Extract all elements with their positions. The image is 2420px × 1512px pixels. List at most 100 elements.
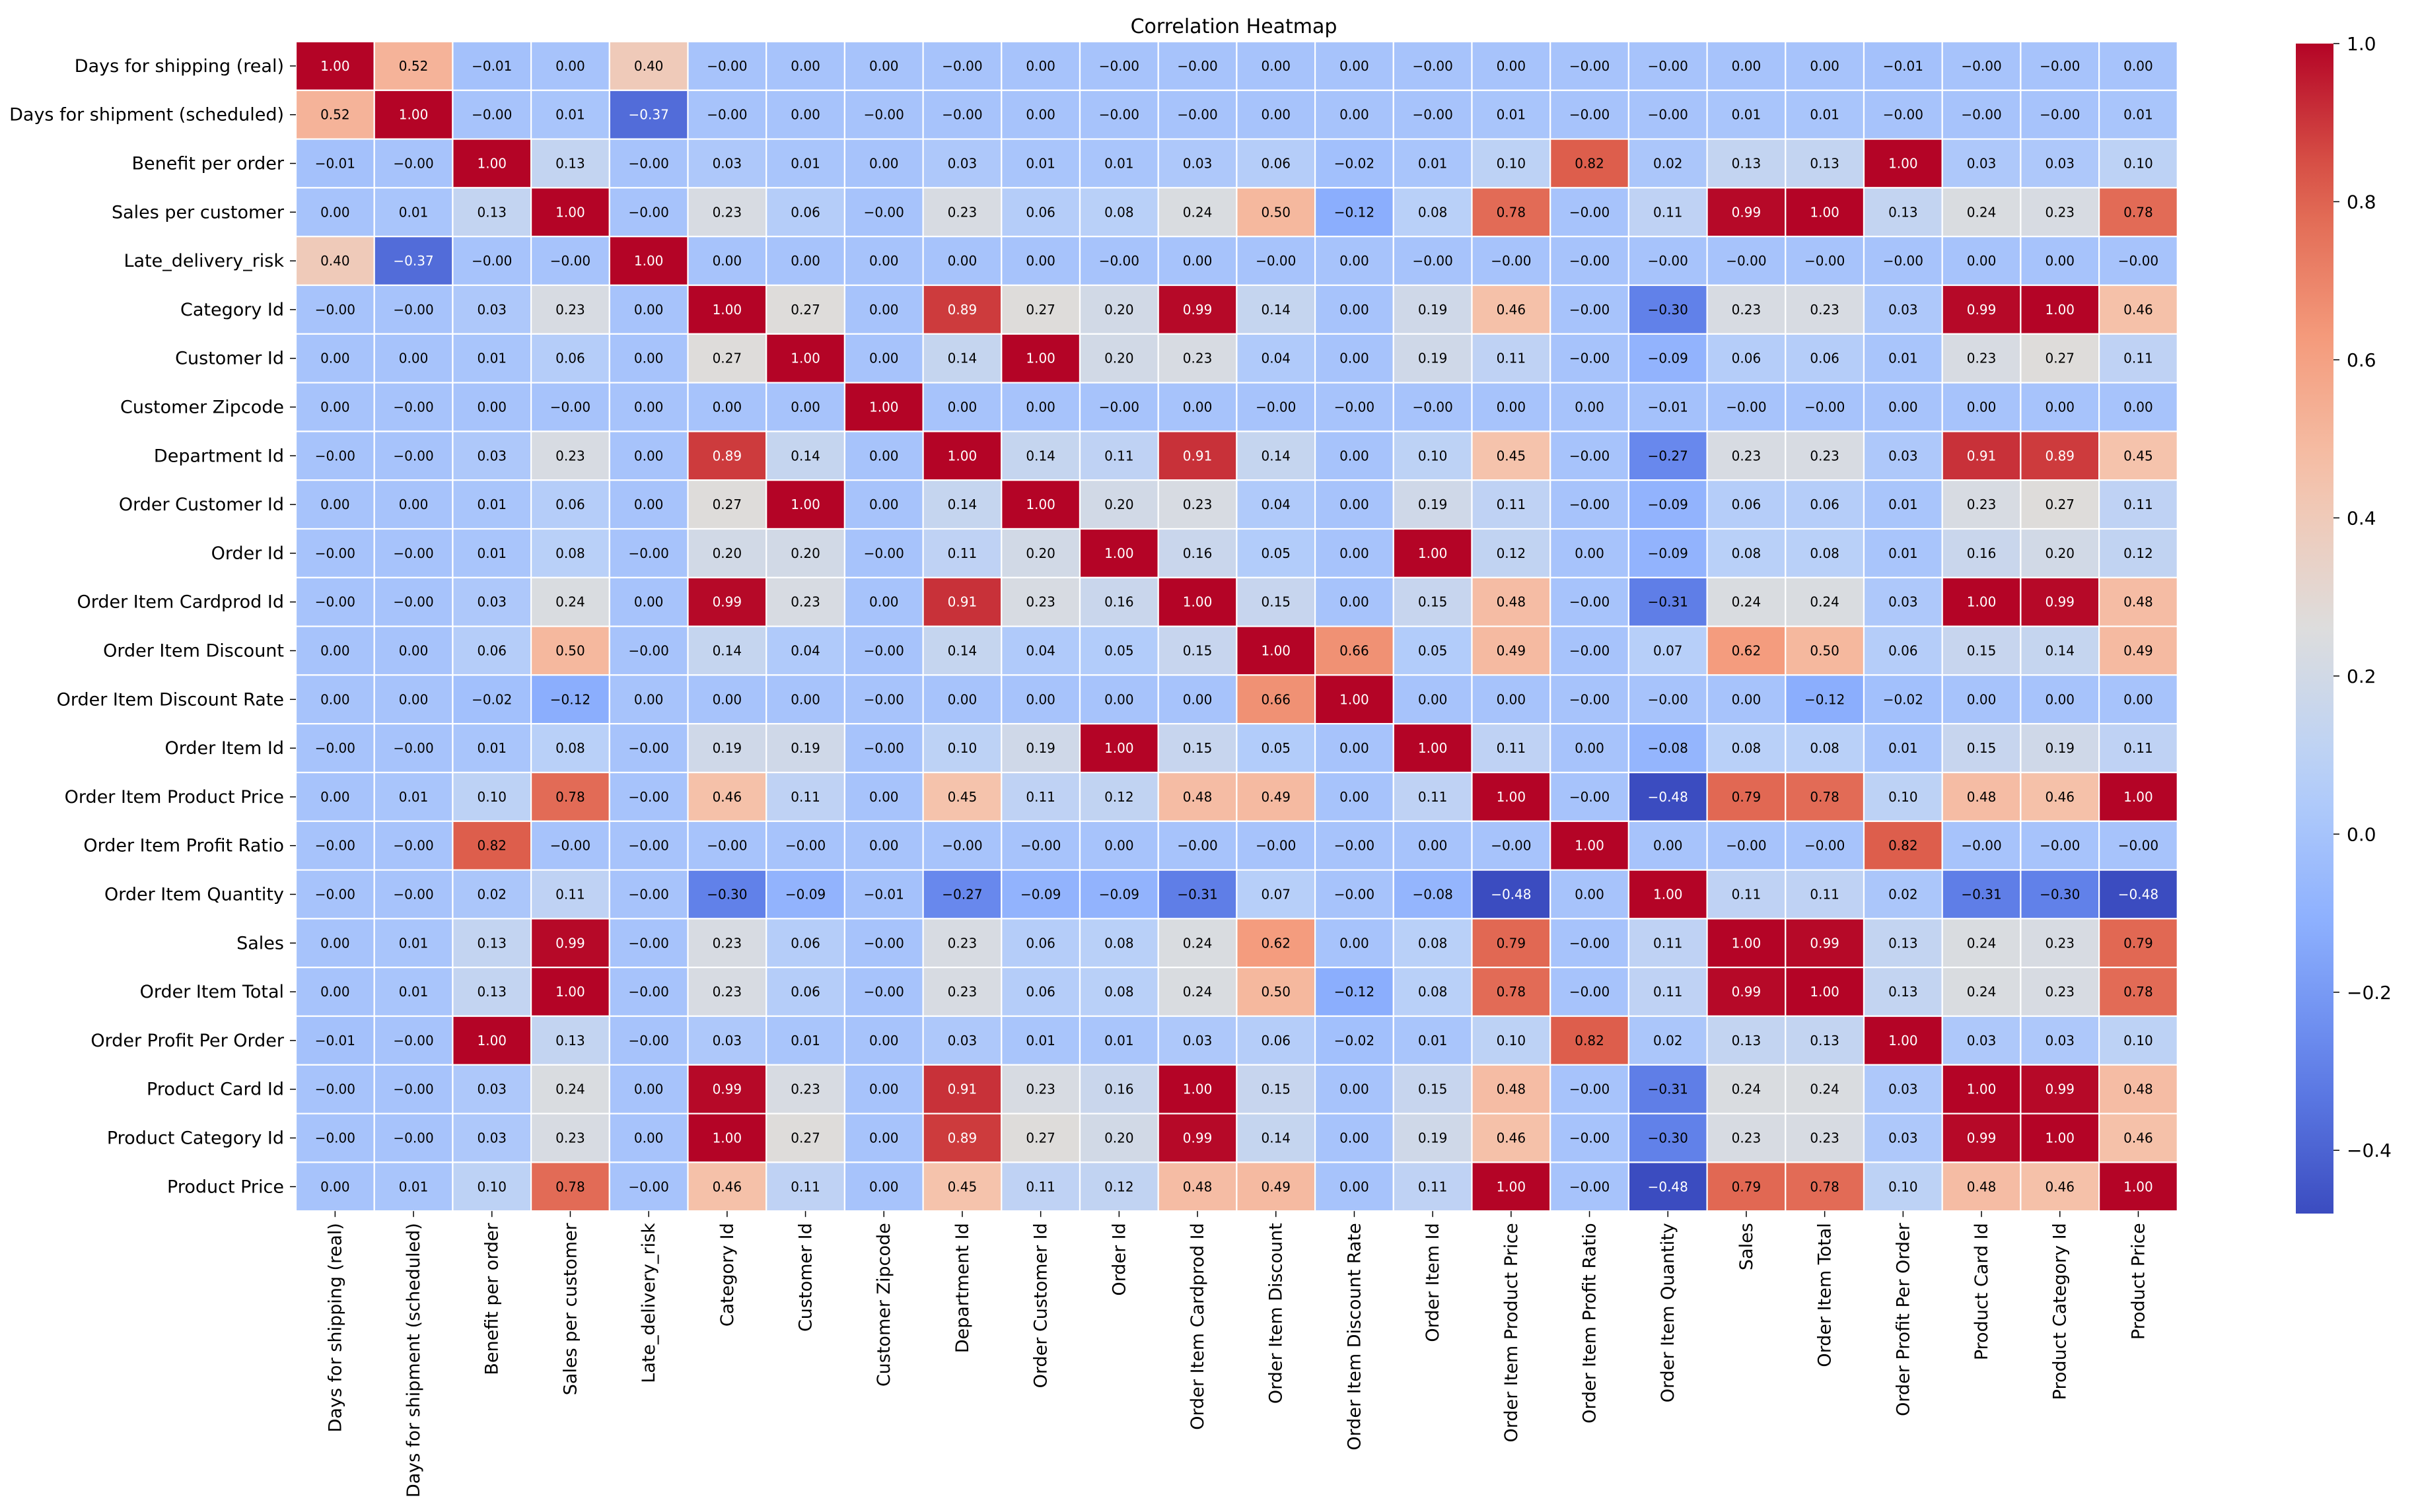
colorbar-tick-label: 0.6 (2347, 349, 2376, 371)
heatmap-cell-value: 0.27 (2045, 497, 2075, 512)
heatmap-cell (843, 723, 924, 774)
heatmap-cell-value: 0.46 (2045, 1179, 2075, 1194)
heatmap-cell-value: 0.78 (2123, 984, 2153, 1000)
heatmap-cell-value: 0.23 (2045, 204, 2075, 220)
heatmap-cell-value: 0.66 (1339, 643, 1369, 659)
heatmap-cell-value: 0.24 (1732, 1082, 1762, 1097)
heatmap-cell-value: −0.31 (1648, 1082, 1688, 1097)
heatmap-cell (843, 1015, 924, 1066)
heatmap-cell-value: 0.23 (1810, 302, 1839, 318)
heatmap-cell-value: 0.24 (1183, 984, 1213, 1000)
heatmap-cell (687, 284, 767, 335)
x-tick-label: Order Item Profit Ratio (1580, 1223, 1600, 1424)
heatmap-cell-value: 0.13 (1810, 1033, 1839, 1048)
heatmap-cell-value: 0.20 (1104, 351, 1134, 366)
heatmap-cell-value: −0.00 (864, 204, 904, 220)
heatmap-cell-value: −0.00 (629, 887, 669, 903)
heatmap-cell-value: 1.00 (1104, 740, 1134, 756)
heatmap-cell-value: 0.11 (1418, 1179, 1448, 1194)
heatmap-cell-value: 0.00 (1339, 351, 1369, 366)
heatmap-cell-value: 0.89 (2045, 448, 2075, 464)
heatmap-cell-value: −0.00 (629, 740, 669, 756)
heatmap-cell (1785, 1064, 1865, 1115)
heatmap-cell-value: 0.03 (1888, 1130, 1918, 1146)
heatmap-cell-value: −0.01 (315, 156, 355, 172)
heatmap-cell-value: 0.23 (555, 302, 585, 318)
heatmap-cell (373, 430, 454, 481)
heatmap-cell-value: 0.08 (1810, 740, 1839, 756)
heatmap-cell (608, 479, 689, 530)
heatmap-cell (1706, 382, 1787, 432)
heatmap-cell-value: 0.00 (399, 497, 429, 512)
heatmap-cell-value: 0.08 (555, 545, 585, 561)
heatmap-cell-value: 0.01 (1104, 156, 1134, 172)
heatmap-cell-value: −0.37 (629, 107, 669, 123)
heatmap-cell-value: −0.00 (315, 545, 355, 561)
heatmap-cell-value: 0.23 (791, 594, 820, 610)
heatmap-cell-value: −0.09 (1099, 887, 1139, 903)
heatmap-cell-value: 0.04 (791, 643, 820, 659)
heatmap-cell-value: 0.78 (1810, 1179, 1839, 1194)
heatmap-cell-value: 0.03 (477, 448, 507, 464)
heatmap-cell-value: 0.06 (477, 643, 507, 659)
heatmap-cell-value: −0.00 (1961, 838, 2001, 854)
heatmap-cell-value: −0.00 (550, 838, 590, 854)
colorbar-tick-label: 1.0 (2347, 33, 2376, 55)
y-tick-label: Category Id (180, 300, 284, 320)
heatmap-cell-value: 0.00 (1104, 838, 1134, 854)
heatmap-cell (1706, 918, 1787, 969)
heatmap-cell-value: 0.23 (2045, 984, 2075, 1000)
heatmap-cell-value: −0.00 (2118, 253, 2158, 269)
heatmap-cell-value: −0.00 (1020, 838, 1061, 854)
heatmap-cell (1941, 625, 2022, 676)
heatmap-cell (1863, 89, 1943, 140)
heatmap-cell (452, 869, 532, 920)
heatmap-cell (1706, 236, 1787, 287)
heatmap-cell-value: −0.00 (1804, 838, 1845, 854)
heatmap-cell-value: 0.00 (1967, 691, 1997, 707)
heatmap-cell-value: 0.03 (477, 1082, 507, 1097)
heatmap-cell (608, 89, 689, 140)
heatmap-cell-value: −0.09 (1020, 887, 1061, 903)
heatmap-cell (922, 625, 1003, 676)
heatmap-cell (1471, 1064, 1551, 1115)
heatmap-cell (1941, 967, 2022, 1017)
heatmap-cell-value: 0.00 (1339, 935, 1369, 951)
heatmap-cell (687, 528, 767, 578)
heatmap-cell-value: 0.00 (869, 351, 899, 366)
x-tick-label: Order Item Id (1423, 1223, 1443, 1342)
heatmap-cell (295, 1161, 375, 1212)
heatmap-cell (1627, 1064, 1708, 1115)
heatmap-cell-value: −0.00 (629, 984, 669, 1000)
heatmap-cell-value: −0.00 (1256, 838, 1296, 854)
heatmap-cell-value: 0.23 (1026, 594, 1055, 610)
y-tick-label: Order Item Total (140, 982, 284, 1002)
heatmap-cell-value: 0.82 (477, 838, 507, 854)
heatmap-cell-value: 0.11 (1026, 1179, 1055, 1194)
heatmap-cell (1471, 1161, 1551, 1212)
heatmap-cell-value: −0.00 (315, 1082, 355, 1097)
heatmap-cell (765, 284, 845, 335)
heatmap-cell-value: 0.14 (1261, 448, 1291, 464)
heatmap-cell (922, 528, 1003, 578)
heatmap-cell (1549, 820, 1629, 871)
y-tick-label: Order Id (211, 543, 284, 564)
heatmap-cell (922, 479, 1003, 530)
heatmap-cell-value: −0.00 (1491, 253, 1531, 269)
heatmap-cell (1157, 284, 1238, 335)
heatmap-cell (1079, 236, 1159, 287)
heatmap-cell-value: 0.02 (1888, 887, 1918, 903)
heatmap-cell-value: 0.13 (1732, 156, 1762, 172)
heatmap-cell-value: −0.00 (1177, 58, 1217, 74)
heatmap-cell-value: 0.14 (948, 643, 978, 659)
heatmap-cell (1785, 236, 1865, 287)
heatmap-cell-value: 0.78 (1497, 204, 1526, 220)
heatmap-cell-value: 0.00 (869, 448, 899, 464)
heatmap-cell-value: 0.05 (1261, 545, 1291, 561)
heatmap-cell (1471, 138, 1551, 189)
heatmap-cell-value: 0.91 (948, 594, 978, 610)
heatmap-cell-value: 0.06 (1810, 351, 1839, 366)
heatmap-cell-value: 0.01 (1026, 156, 1055, 172)
heatmap-cell (1471, 528, 1551, 578)
heatmap-cell-value: 0.12 (2123, 545, 2153, 561)
